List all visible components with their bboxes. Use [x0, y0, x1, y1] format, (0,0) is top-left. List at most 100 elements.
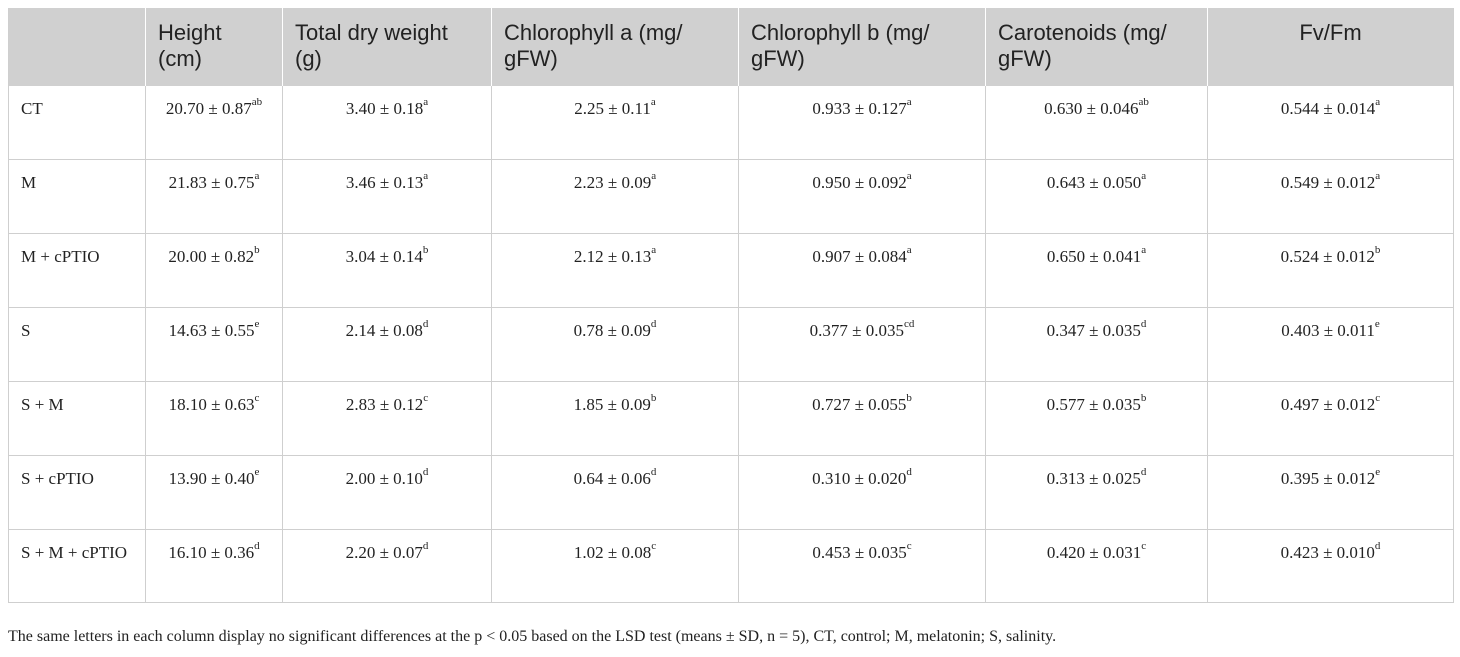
cell-value: 2.00 ± 0.10 [345, 469, 423, 488]
cell-carotenoids: 0.577 ± 0.035b [985, 381, 1208, 456]
significance-letter: a [906, 244, 912, 257]
cell-fv-fm: 0.423 ± 0.010d [1207, 529, 1454, 603]
cell-value: 0.403 ± 0.011 [1281, 321, 1375, 340]
cell-value: 2.12 ± 0.13 [573, 247, 652, 266]
cell-chlorophyll-a: 2.25 ± 0.11a [491, 86, 739, 160]
significance-letter: ab [251, 96, 263, 109]
significance-letter: c [651, 540, 657, 553]
row-label: M [8, 159, 146, 234]
cell-carotenoids: 0.630 ± 0.046ab [985, 86, 1208, 160]
cell-value: 0.907 ± 0.084 [812, 247, 907, 266]
cell-total-dry-weight: 2.14 ± 0.08d [282, 307, 492, 382]
table-row: S 14.63 ± 0.55e 2.14 ± 0.08d 0.78 ± 0.09d 0.… [8, 307, 1454, 382]
cell-value: 20.00 ± 0.82 [168, 247, 255, 266]
cell-chlorophyll-b: 0.933 ± 0.127a [738, 86, 986, 160]
cell-fv-fm: 0.403 ± 0.011e [1207, 307, 1454, 382]
significance-letter: a [254, 170, 260, 183]
cell-value: 1.85 ± 0.09 [573, 395, 651, 414]
results-table: Height (cm) Total dry weight (g) Chlorop… [8, 8, 1454, 603]
cell-chlorophyll-b: 0.950 ± 0.092a [738, 159, 986, 234]
significance-letter: a [651, 170, 657, 183]
table-row: S + M + cPTIO 16.10 ± 0.36d 2.20 ± 0.07d 1.… [8, 529, 1454, 603]
cell-chlorophyll-b: 0.453 ± 0.035c [738, 529, 986, 603]
significance-letter: e [254, 466, 260, 479]
cell-value: 0.310 ± 0.020 [812, 469, 907, 488]
cell-value: 0.643 ± 0.050 [1046, 173, 1142, 192]
cell-value: 0.347 ± 0.035 [1046, 321, 1141, 340]
cell-value: 0.377 ± 0.035 [809, 321, 904, 340]
table-row: S + M 18.10 ± 0.63c 2.83 ± 0.12c 1.85 ± 0.0… [8, 381, 1454, 456]
significance-letter: c [423, 392, 429, 405]
header-carotenoids: Carotenoids (mg/ gFW) [985, 8, 1208, 86]
cell-fv-fm: 0.395 ± 0.012e [1207, 455, 1454, 530]
cell-value: 20.70 ± 0.87 [165, 99, 252, 118]
header-fv-fm: Fv/Fm [1207, 8, 1454, 86]
row-label: CT [8, 86, 146, 160]
significance-letter: a [423, 96, 429, 109]
cell-value: 0.933 ± 0.127 [812, 99, 907, 118]
cell-carotenoids: 0.313 ± 0.025d [985, 455, 1208, 530]
significance-letter: b [906, 392, 912, 405]
significance-letter: cd [903, 318, 915, 331]
table-footnote: The same letters in each column display … [8, 628, 1057, 645]
cell-value: 2.83 ± 0.12 [345, 395, 424, 414]
cell-total-dry-weight: 3.04 ± 0.14b [282, 233, 492, 308]
cell-fv-fm: 0.549 ± 0.012a [1207, 159, 1454, 234]
header-chlorophyll-a: Chlorophyll a (mg/ gFW) [491, 8, 739, 86]
significance-letter: d [650, 318, 657, 331]
cell-total-dry-weight: 2.20 ± 0.07d [282, 529, 492, 603]
cell-value: 0.78 ± 0.09 [573, 321, 651, 340]
cell-value: 2.14 ± 0.08 [345, 321, 423, 340]
table-row: M + cPTIO 20.00 ± 0.82b 3.04 ± 0.14b 2.12 ±… [8, 233, 1454, 308]
table-row: CT 20.70 ± 0.87ab 3.40 ± 0.18a 2.25 ± 0.11a… [8, 86, 1454, 160]
header-treatment [8, 8, 146, 86]
significance-letter: c [1375, 392, 1381, 405]
row-label: S + M [8, 381, 146, 456]
significance-letter: a [1141, 170, 1147, 183]
cell-fv-fm: 0.544 ± 0.014a [1207, 86, 1454, 160]
cell-carotenoids: 0.643 ± 0.050a [985, 159, 1208, 234]
significance-letter: d [1140, 318, 1147, 331]
row-label: S + cPTIO [8, 455, 146, 530]
cell-value: 18.10 ± 0.63 [168, 395, 255, 414]
cell-height: 21.83 ± 0.75a [145, 159, 283, 234]
significance-letter: b [422, 244, 429, 257]
cell-fv-fm: 0.524 ± 0.012b [1207, 233, 1454, 308]
cell-value: 0.544 ± 0.014 [1280, 99, 1376, 118]
cell-value: 1.02 ± 0.08 [573, 543, 652, 562]
cell-chlorophyll-a: 2.12 ± 0.13a [491, 233, 739, 308]
header-total-dry-weight: Total dry weight (g) [282, 8, 492, 86]
cell-value: 13.90 ± 0.40 [168, 469, 255, 488]
significance-letter: a [423, 170, 429, 183]
cell-chlorophyll-a: 1.02 ± 0.08c [491, 529, 739, 603]
cell-value: 0.453 ± 0.035 [812, 543, 907, 562]
significance-letter: a [906, 170, 912, 183]
significance-letter: c [906, 540, 912, 553]
data-table-container: Height (cm) Total dry weight (g) Chlorop… [8, 8, 1454, 603]
cell-value: 0.650 ± 0.041 [1046, 247, 1142, 266]
cell-value: 2.20 ± 0.07 [345, 543, 423, 562]
significance-letter: b [1374, 244, 1381, 257]
significance-letter: d [906, 466, 912, 479]
cell-height: 20.00 ± 0.82b [145, 233, 283, 308]
cell-value: 0.549 ± 0.012 [1280, 173, 1376, 192]
cell-value: 0.727 ± 0.055 [812, 395, 907, 414]
cell-total-dry-weight: 3.40 ± 0.18a [282, 86, 492, 160]
row-label: M + cPTIO [8, 233, 146, 308]
cell-chlorophyll-a: 0.64 ± 0.06d [491, 455, 739, 530]
cell-chlorophyll-b: 0.727 ± 0.055b [738, 381, 986, 456]
table-row: S + cPTIO 13.90 ± 0.40e 2.00 ± 0.10d 0.64 ±… [8, 455, 1454, 530]
significance-letter: a [1375, 170, 1381, 183]
significance-letter: e [254, 318, 260, 331]
significance-letter: d [1374, 540, 1381, 553]
cell-height: 14.63 ± 0.55e [145, 307, 283, 382]
cell-total-dry-weight: 2.83 ± 0.12c [282, 381, 492, 456]
cell-chlorophyll-b: 0.310 ± 0.020d [738, 455, 986, 530]
cell-value: 0.423 ± 0.010 [1280, 543, 1375, 562]
cell-height: 16.10 ± 0.36d [145, 529, 283, 603]
cell-value: 0.497 ± 0.012 [1280, 395, 1376, 414]
cell-value: 3.04 ± 0.14 [345, 247, 423, 266]
cell-value: 0.64 ± 0.06 [573, 469, 651, 488]
cell-value: 0.630 ± 0.046 [1044, 99, 1139, 118]
cell-height: 13.90 ± 0.40e [145, 455, 283, 530]
